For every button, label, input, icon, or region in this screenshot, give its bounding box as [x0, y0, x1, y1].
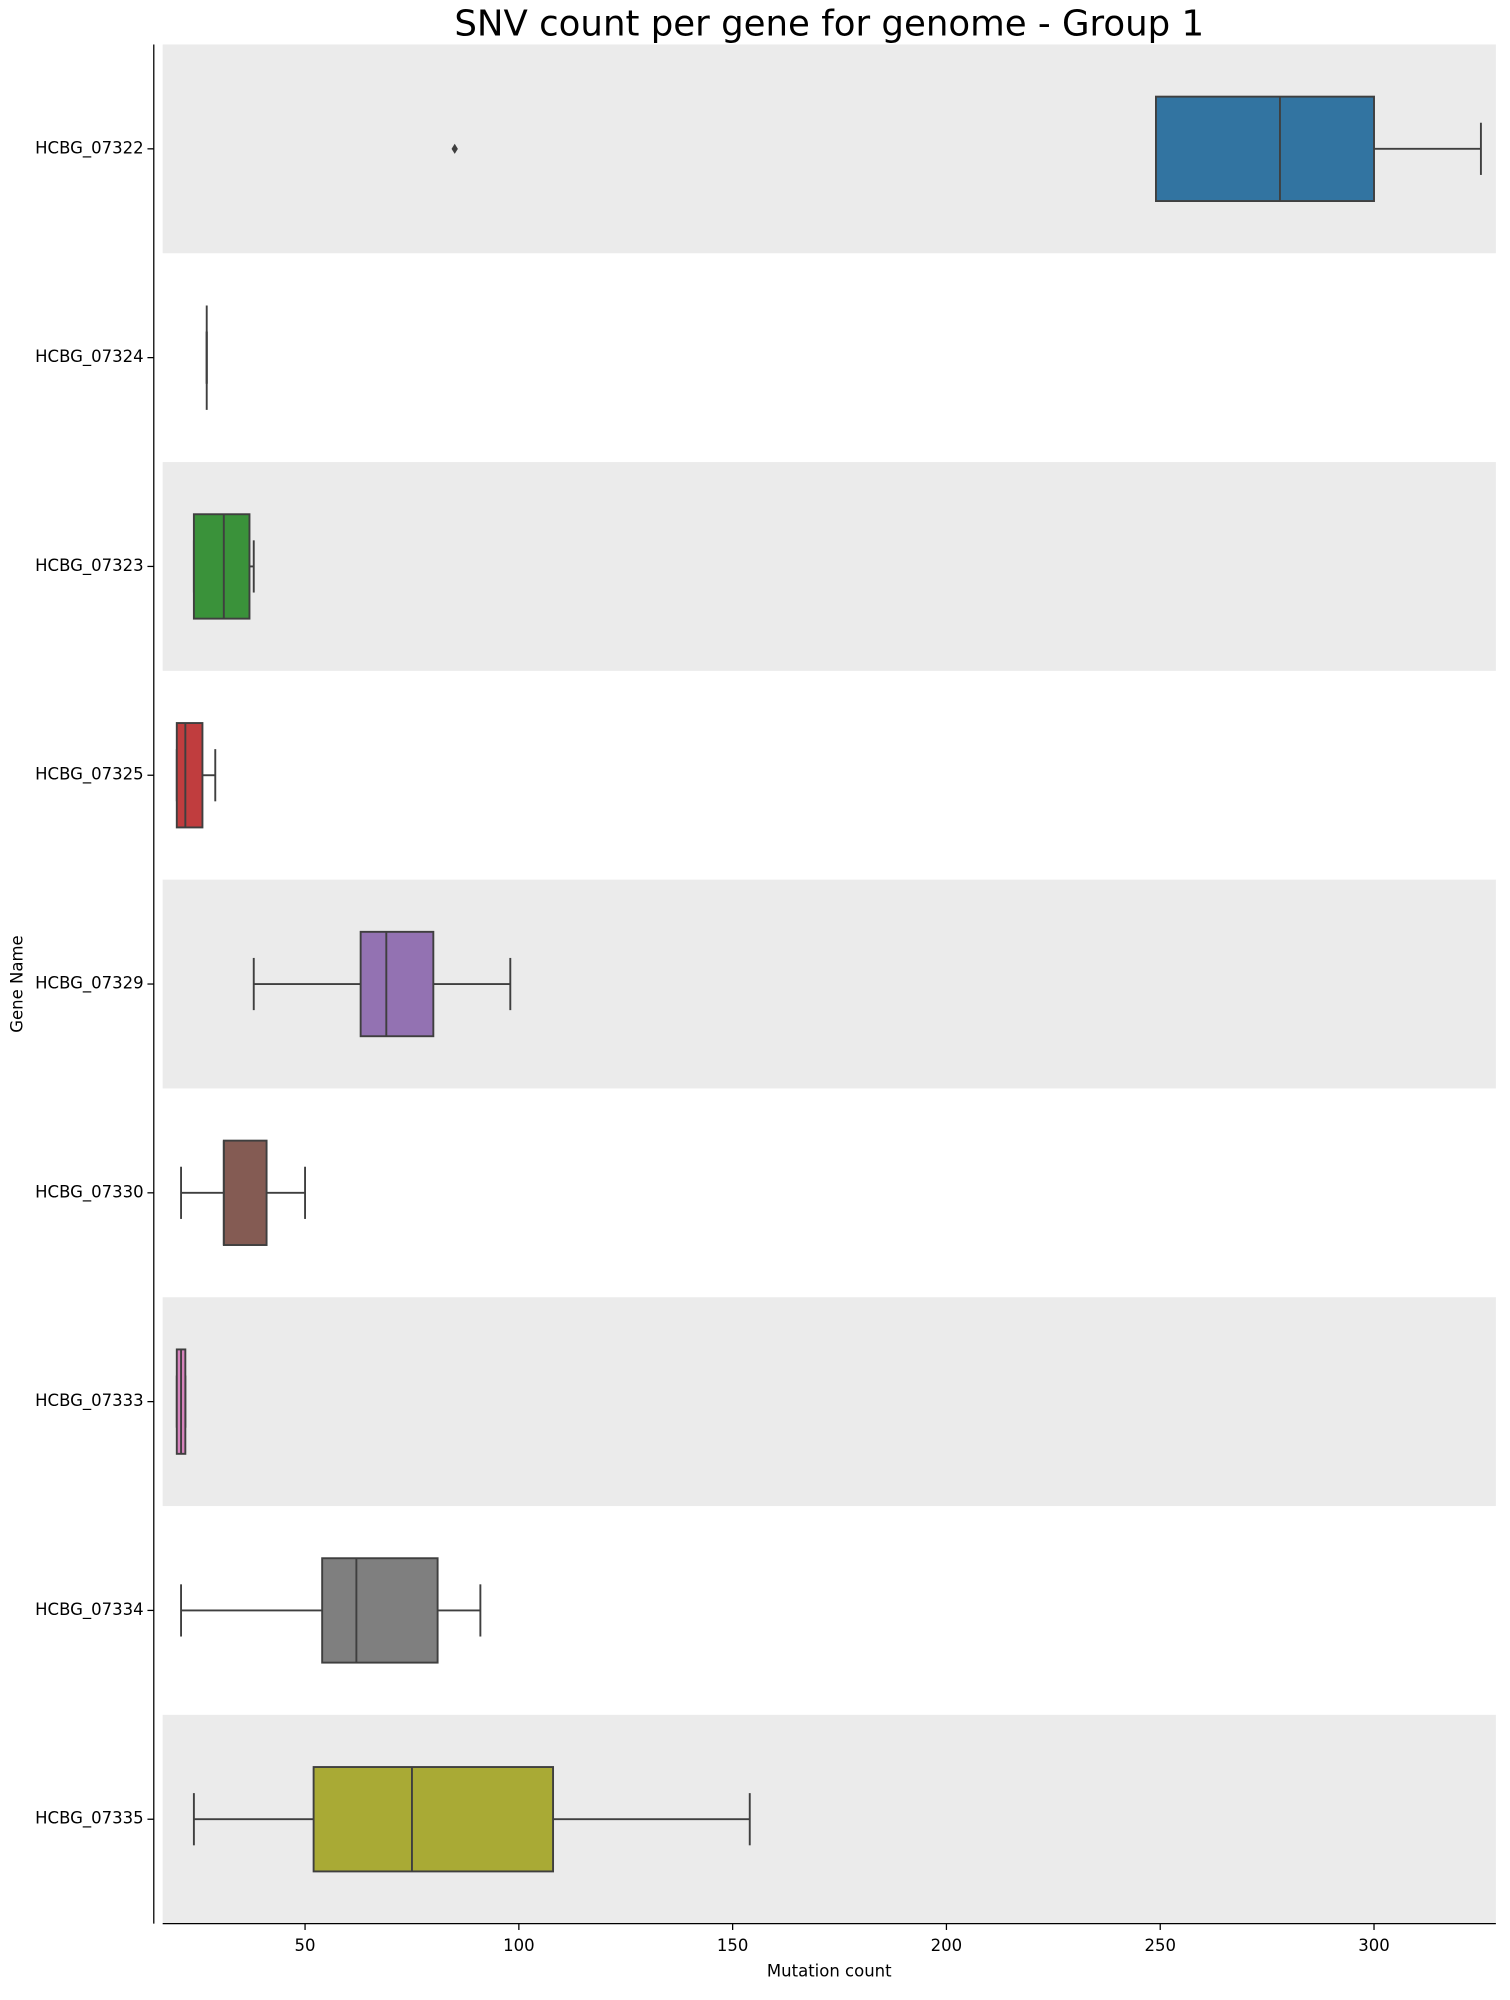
box — [321, 1557, 439, 1664]
x-tick-label: 300 — [1358, 1936, 1389, 1955]
y-tick-label: HCBG_07325 — [35, 765, 143, 785]
y-tick-label: HCBG_07323 — [35, 556, 143, 576]
x-tick-label: 150 — [717, 1936, 749, 1955]
x-tick-label: 250 — [1144, 1936, 1176, 1955]
box — [359, 930, 435, 1038]
box — [1155, 95, 1375, 202]
box — [312, 1766, 555, 1873]
x-tick-label: 100 — [503, 1936, 535, 1955]
y-tick-label: HCBG_07322 — [35, 138, 143, 158]
box — [175, 722, 204, 829]
y-tick-label: HCBG_07329 — [35, 974, 143, 994]
y-tick-label: HCBG_07334 — [35, 1600, 143, 1620]
y-tick-label: HCBG_07330 — [35, 1182, 143, 1202]
row-band — [162, 1297, 1496, 1507]
y-tick-label: HCBG_07335 — [35, 1809, 143, 1829]
x-tick-label: 200 — [931, 1936, 963, 1955]
x-axis-label: Mutation count — [767, 1961, 892, 1980]
x-tick-label: 50 — [295, 1936, 316, 1955]
y-tick-label: HCBG_07333 — [35, 1391, 143, 1411]
row-band — [162, 462, 1496, 671]
box — [192, 513, 251, 620]
outlier — [451, 143, 458, 154]
chart-title: SNV count per gene for genome - Group 1 — [454, 3, 1204, 44]
y-tick-label: HCBG_07324 — [35, 347, 143, 367]
box — [222, 1139, 268, 1246]
y-axis-label: Gene Name — [7, 935, 26, 1032]
